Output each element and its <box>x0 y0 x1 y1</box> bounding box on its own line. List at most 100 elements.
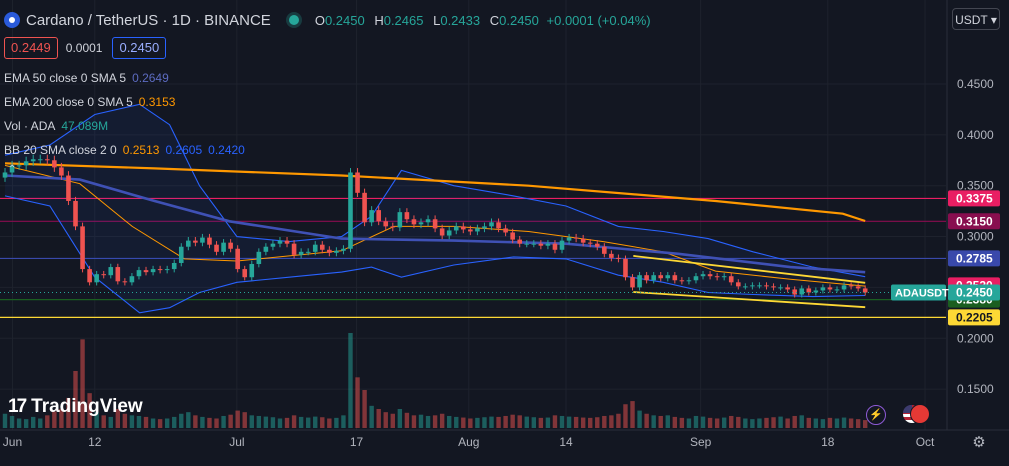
candle-body <box>291 243 297 255</box>
channel-lower-line <box>633 291 866 309</box>
candle-body <box>799 288 805 295</box>
candle-body <box>792 289 797 295</box>
candle-body <box>510 232 515 240</box>
volume-bar <box>651 415 656 428</box>
candle-body <box>270 243 276 247</box>
candle-body <box>468 229 473 232</box>
candle-body <box>369 210 374 223</box>
legend-bollinger[interactable]: BB 20 SMA close 2 0 0.2513 0.2605 0.2420 <box>4 143 245 157</box>
volume-bar <box>566 416 572 428</box>
price-tick-label: 0.4000 <box>957 128 994 142</box>
candle-body <box>150 269 156 273</box>
ohlc-value: 0.2433 <box>440 12 481 28</box>
volume-bar <box>573 416 579 428</box>
symbol-title[interactable]: Cardano / TetherUS · 1D · BINANCE <box>26 11 271 29</box>
price-tick-label: 0.3500 <box>957 179 994 193</box>
volume-bar <box>334 417 339 428</box>
volume-bar <box>59 409 64 428</box>
volume-bar <box>588 417 593 428</box>
legend-ema200[interactable]: EMA 200 close 0 SMA 5 0.3153 <box>4 95 175 109</box>
volume-bar <box>157 419 163 428</box>
candle-body <box>552 243 558 250</box>
legend-label: Vol · ADA <box>4 119 56 133</box>
volume-bar <box>658 415 663 428</box>
candle-body <box>94 274 99 283</box>
candle-body <box>186 240 191 247</box>
volume-bar <box>517 415 522 428</box>
candle-body <box>559 240 565 250</box>
candle-body <box>362 192 367 223</box>
volume-bar <box>503 415 508 428</box>
volume-bar <box>538 417 544 428</box>
volume-bar <box>52 411 57 428</box>
candle-body <box>623 258 628 278</box>
candle-body <box>453 226 459 231</box>
volume-bar <box>721 417 727 428</box>
volume-bar <box>439 413 445 428</box>
candle-body <box>707 274 713 277</box>
candle-body <box>482 226 487 229</box>
volume-bar <box>2 413 8 428</box>
collapse-legend-icon[interactable]: ⌃ <box>8 164 17 175</box>
gear-icon[interactable]: ⚙ <box>972 434 986 451</box>
candle-body <box>193 240 198 243</box>
volume-bar <box>87 393 92 428</box>
volume-bar <box>665 415 670 428</box>
volume-bar <box>397 409 403 428</box>
candle-body <box>637 275 642 288</box>
currency-select[interactable]: USDT ▾ <box>952 8 1000 30</box>
candle-body <box>538 243 544 246</box>
candle-body <box>834 289 840 291</box>
legend-ema50[interactable]: EMA 50 close 0 SMA 5 0.2649 <box>4 71 169 85</box>
time-tick-label: Aug <box>458 435 479 449</box>
volume-bar <box>496 416 501 428</box>
candle-body <box>37 159 43 161</box>
currency-label: USDT <box>955 13 988 27</box>
volume-bar <box>355 377 360 428</box>
candle-body <box>587 242 593 244</box>
volume-bar <box>545 417 551 428</box>
volume-bar <box>327 418 332 428</box>
candle-body <box>136 270 142 277</box>
sell-button[interactable]: 0.2449 <box>4 37 58 59</box>
volume-bar <box>848 418 854 428</box>
volume-bar <box>418 414 424 428</box>
volume-bar <box>806 417 811 428</box>
candle-body <box>277 240 283 244</box>
time-tick-label: 17 <box>350 435 364 449</box>
volume-bar <box>179 413 184 428</box>
ohlc-value: 0.2465 <box>383 12 424 28</box>
legend-volume[interactable]: Vol · ADA 47.089M <box>4 119 108 133</box>
buy-button[interactable]: 0.2450 <box>112 37 167 59</box>
volume-bar <box>813 418 819 428</box>
candle-body <box>475 228 480 232</box>
candle-body <box>30 159 36 162</box>
market-status-icon <box>288 15 299 25</box>
time-tick-label: Jun <box>3 435 22 449</box>
volume-bar <box>524 416 529 428</box>
tradingview-logo[interactable]: 17 TradingView <box>8 396 143 418</box>
candle-body <box>115 267 121 282</box>
candle-body <box>771 286 776 288</box>
volume-bar <box>672 416 678 428</box>
lightning-icon[interactable]: ⚡ <box>866 405 886 425</box>
volume-bar <box>31 416 36 428</box>
volume-bar <box>221 415 226 428</box>
ohlc-value: 0.2450 <box>324 12 365 28</box>
candle-body <box>446 230 452 236</box>
candle-body <box>171 262 177 270</box>
volume-bar <box>595 417 600 428</box>
economic-events-icon[interactable] <box>902 404 930 424</box>
candle-body <box>319 244 325 250</box>
volume-bar <box>531 417 537 428</box>
candle-body <box>827 287 833 290</box>
candle-body <box>2 172 8 178</box>
candle-body <box>164 269 170 271</box>
ohlc-values: O0.2450 H0.2465 L0.2433 C0.2450 +0.0001 … <box>313 13 655 28</box>
candle-body <box>411 219 417 225</box>
volume-bar <box>136 415 142 428</box>
volume-bar <box>193 415 198 428</box>
volume-bar <box>764 417 769 428</box>
price-line-label-box <box>948 309 1000 326</box>
